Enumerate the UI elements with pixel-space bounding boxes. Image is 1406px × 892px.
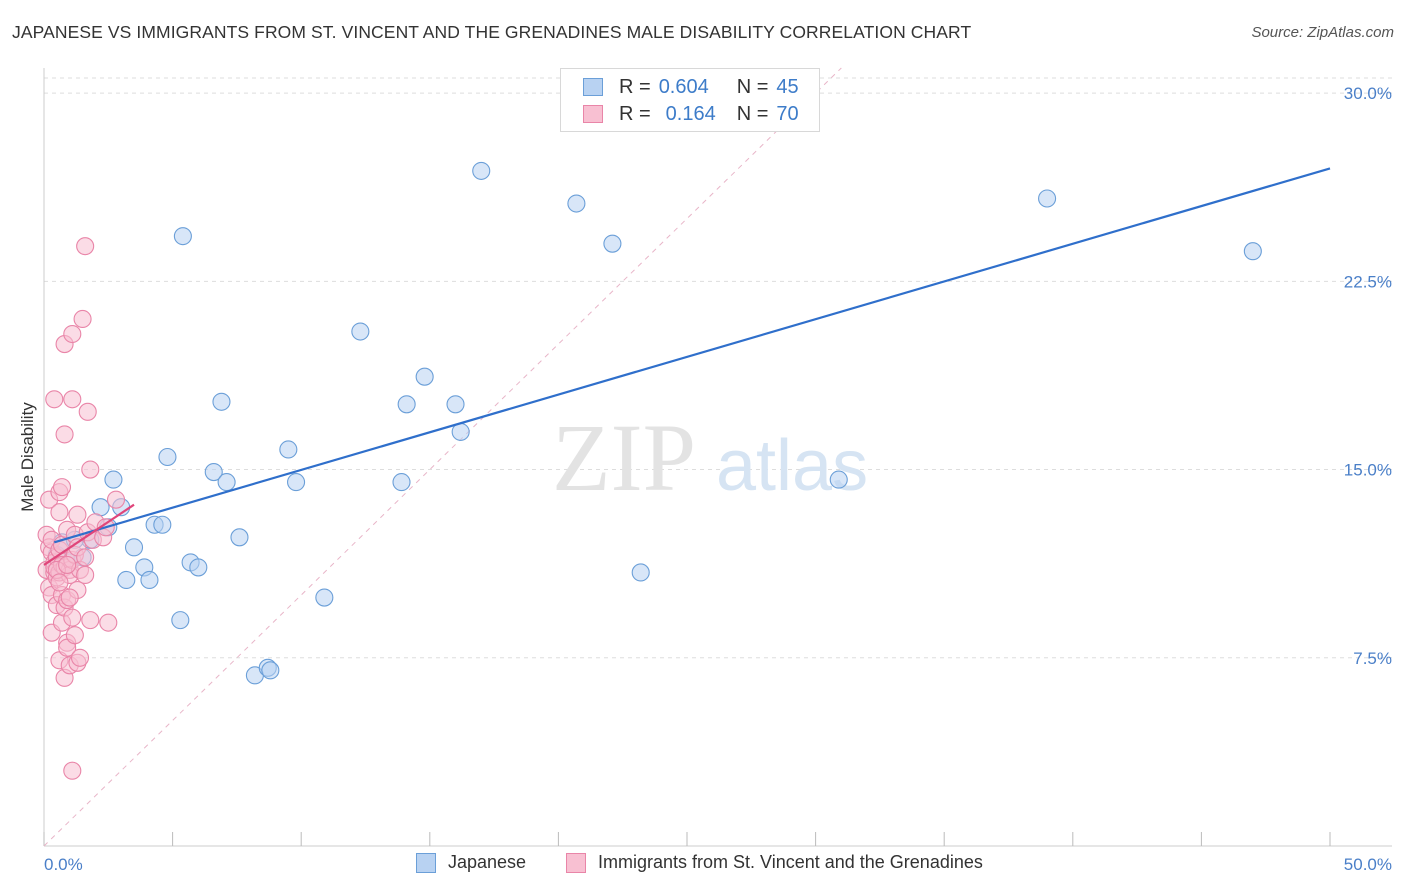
- watermark-zip: ZIP: [552, 404, 696, 511]
- japanese-point: [287, 473, 306, 492]
- immigrant-point: [81, 611, 100, 630]
- immigrant-point: [63, 390, 82, 409]
- japanese-point: [230, 528, 249, 547]
- japanese-point: [1243, 242, 1262, 261]
- japanese-point: [189, 558, 208, 577]
- japanese-point: [173, 227, 192, 246]
- immigrant-point: [73, 309, 92, 329]
- japanese-point: [140, 570, 159, 590]
- japanese-point: [397, 395, 416, 414]
- n-value: 45: [776, 75, 799, 98]
- watermark: ZIP atlas: [552, 404, 868, 511]
- japanese-point: [631, 563, 650, 582]
- y-axis-title: Male Disability: [18, 402, 37, 512]
- immigrant-point: [63, 761, 82, 780]
- chart-title: JAPANESE VS IMMIGRANTS FROM ST. VINCENT …: [12, 22, 972, 42]
- y-tick-label: 30.0%: [1344, 84, 1392, 103]
- immigrant-point: [58, 555, 77, 574]
- watermark-atlas: atlas: [716, 426, 868, 506]
- immigrant-trend-line: [43, 503, 135, 566]
- immigrant-point: [76, 237, 95, 256]
- legend-row-immigrants: R = 0.164 N = 70: [583, 101, 799, 127]
- n-value: 70: [776, 102, 799, 125]
- japanese-point: [212, 392, 231, 411]
- japanese-trend-line: [53, 167, 1331, 544]
- immigrant-point: [76, 565, 95, 585]
- y-tick-label: 15.0%: [1344, 461, 1392, 480]
- immigrant-point: [50, 503, 69, 522]
- immigrant-point: [68, 505, 87, 524]
- immigrant-point: [60, 588, 79, 607]
- source-label: Source: ZipAtlas.com: [1251, 24, 1394, 41]
- n-label: N =: [736, 75, 769, 98]
- japanese-point: [829, 470, 848, 489]
- data-points: [37, 161, 1262, 780]
- n-label: N =: [736, 102, 769, 125]
- correlation-legend: R = 0.604 N = 45 R = 0.164 N = 70: [560, 68, 820, 132]
- immigrant-point: [45, 390, 64, 409]
- japanese-point: [1038, 189, 1057, 208]
- japanese-point: [117, 570, 136, 590]
- r-label: R =: [619, 75, 651, 98]
- legend-item-immigrants: Immigrants from St. Vincent and the Gren…: [566, 852, 983, 873]
- japanese-point: [261, 661, 280, 680]
- japanese-point: [446, 395, 465, 414]
- axes: [43, 68, 1392, 847]
- japanese-point: [204, 463, 223, 482]
- immigrant-point: [50, 573, 69, 592]
- japanese-point: [415, 367, 434, 386]
- immigrant-point: [78, 402, 97, 421]
- trend-lines: [43, 167, 1331, 566]
- legend-swatch-blue: [583, 78, 603, 96]
- japanese-point: [472, 161, 491, 180]
- x-tick-label: 0.0%: [44, 855, 83, 874]
- japanese-point: [158, 447, 177, 467]
- y-tick-label: 22.5%: [1344, 272, 1392, 291]
- legend-swatch-pink: [583, 105, 603, 123]
- japanese-point: [392, 473, 411, 492]
- y-tick-label: 7.5%: [1353, 649, 1392, 668]
- immigrant-point: [81, 460, 100, 479]
- legend-label-japanese: Japanese: [448, 852, 527, 872]
- immigrant-point: [106, 490, 126, 509]
- axis-labels: 7.5% 15.0% 22.5% 30.0% 0.0% 50.0%: [44, 84, 1392, 874]
- japanese-point: [124, 538, 144, 557]
- immigrant-point: [76, 548, 95, 567]
- japanese-point: [104, 470, 123, 489]
- immigrant-point: [52, 478, 72, 497]
- r-label: R =: [619, 102, 651, 125]
- legend-item-japanese: Japanese: [416, 852, 526, 873]
- japanese-point: [351, 322, 370, 341]
- japanese-point: [315, 588, 334, 607]
- japanese-point: [91, 498, 110, 517]
- immigrant-point: [55, 425, 74, 444]
- legend-swatch-pink: [566, 852, 586, 873]
- immigrant-point: [70, 648, 90, 667]
- series-legend: Japanese Immigrants from St. Vincent and…: [0, 852, 1406, 878]
- immigrant-point: [99, 613, 118, 632]
- immigrant-point: [63, 324, 82, 344]
- immigrant-point: [65, 626, 84, 645]
- legend-label-immigrants: Immigrants from St. Vincent and the Gren…: [598, 852, 983, 872]
- r-value: 0.604: [658, 75, 709, 98]
- r-value: 0.164: [665, 102, 716, 125]
- japanese-point: [217, 473, 236, 492]
- japanese-point: [279, 440, 298, 459]
- japanese-point: [171, 611, 190, 630]
- japanese-point: [567, 194, 586, 213]
- legend-swatch-blue: [416, 852, 436, 873]
- immigrant-point: [63, 608, 82, 627]
- legend-row-japanese: R = 0.604 N = 45: [583, 74, 799, 100]
- gridlines: [44, 77, 1392, 659]
- japanese-point: [603, 234, 622, 253]
- japanese-point: [153, 515, 172, 534]
- x-tick-label: 50.0%: [1344, 855, 1392, 874]
